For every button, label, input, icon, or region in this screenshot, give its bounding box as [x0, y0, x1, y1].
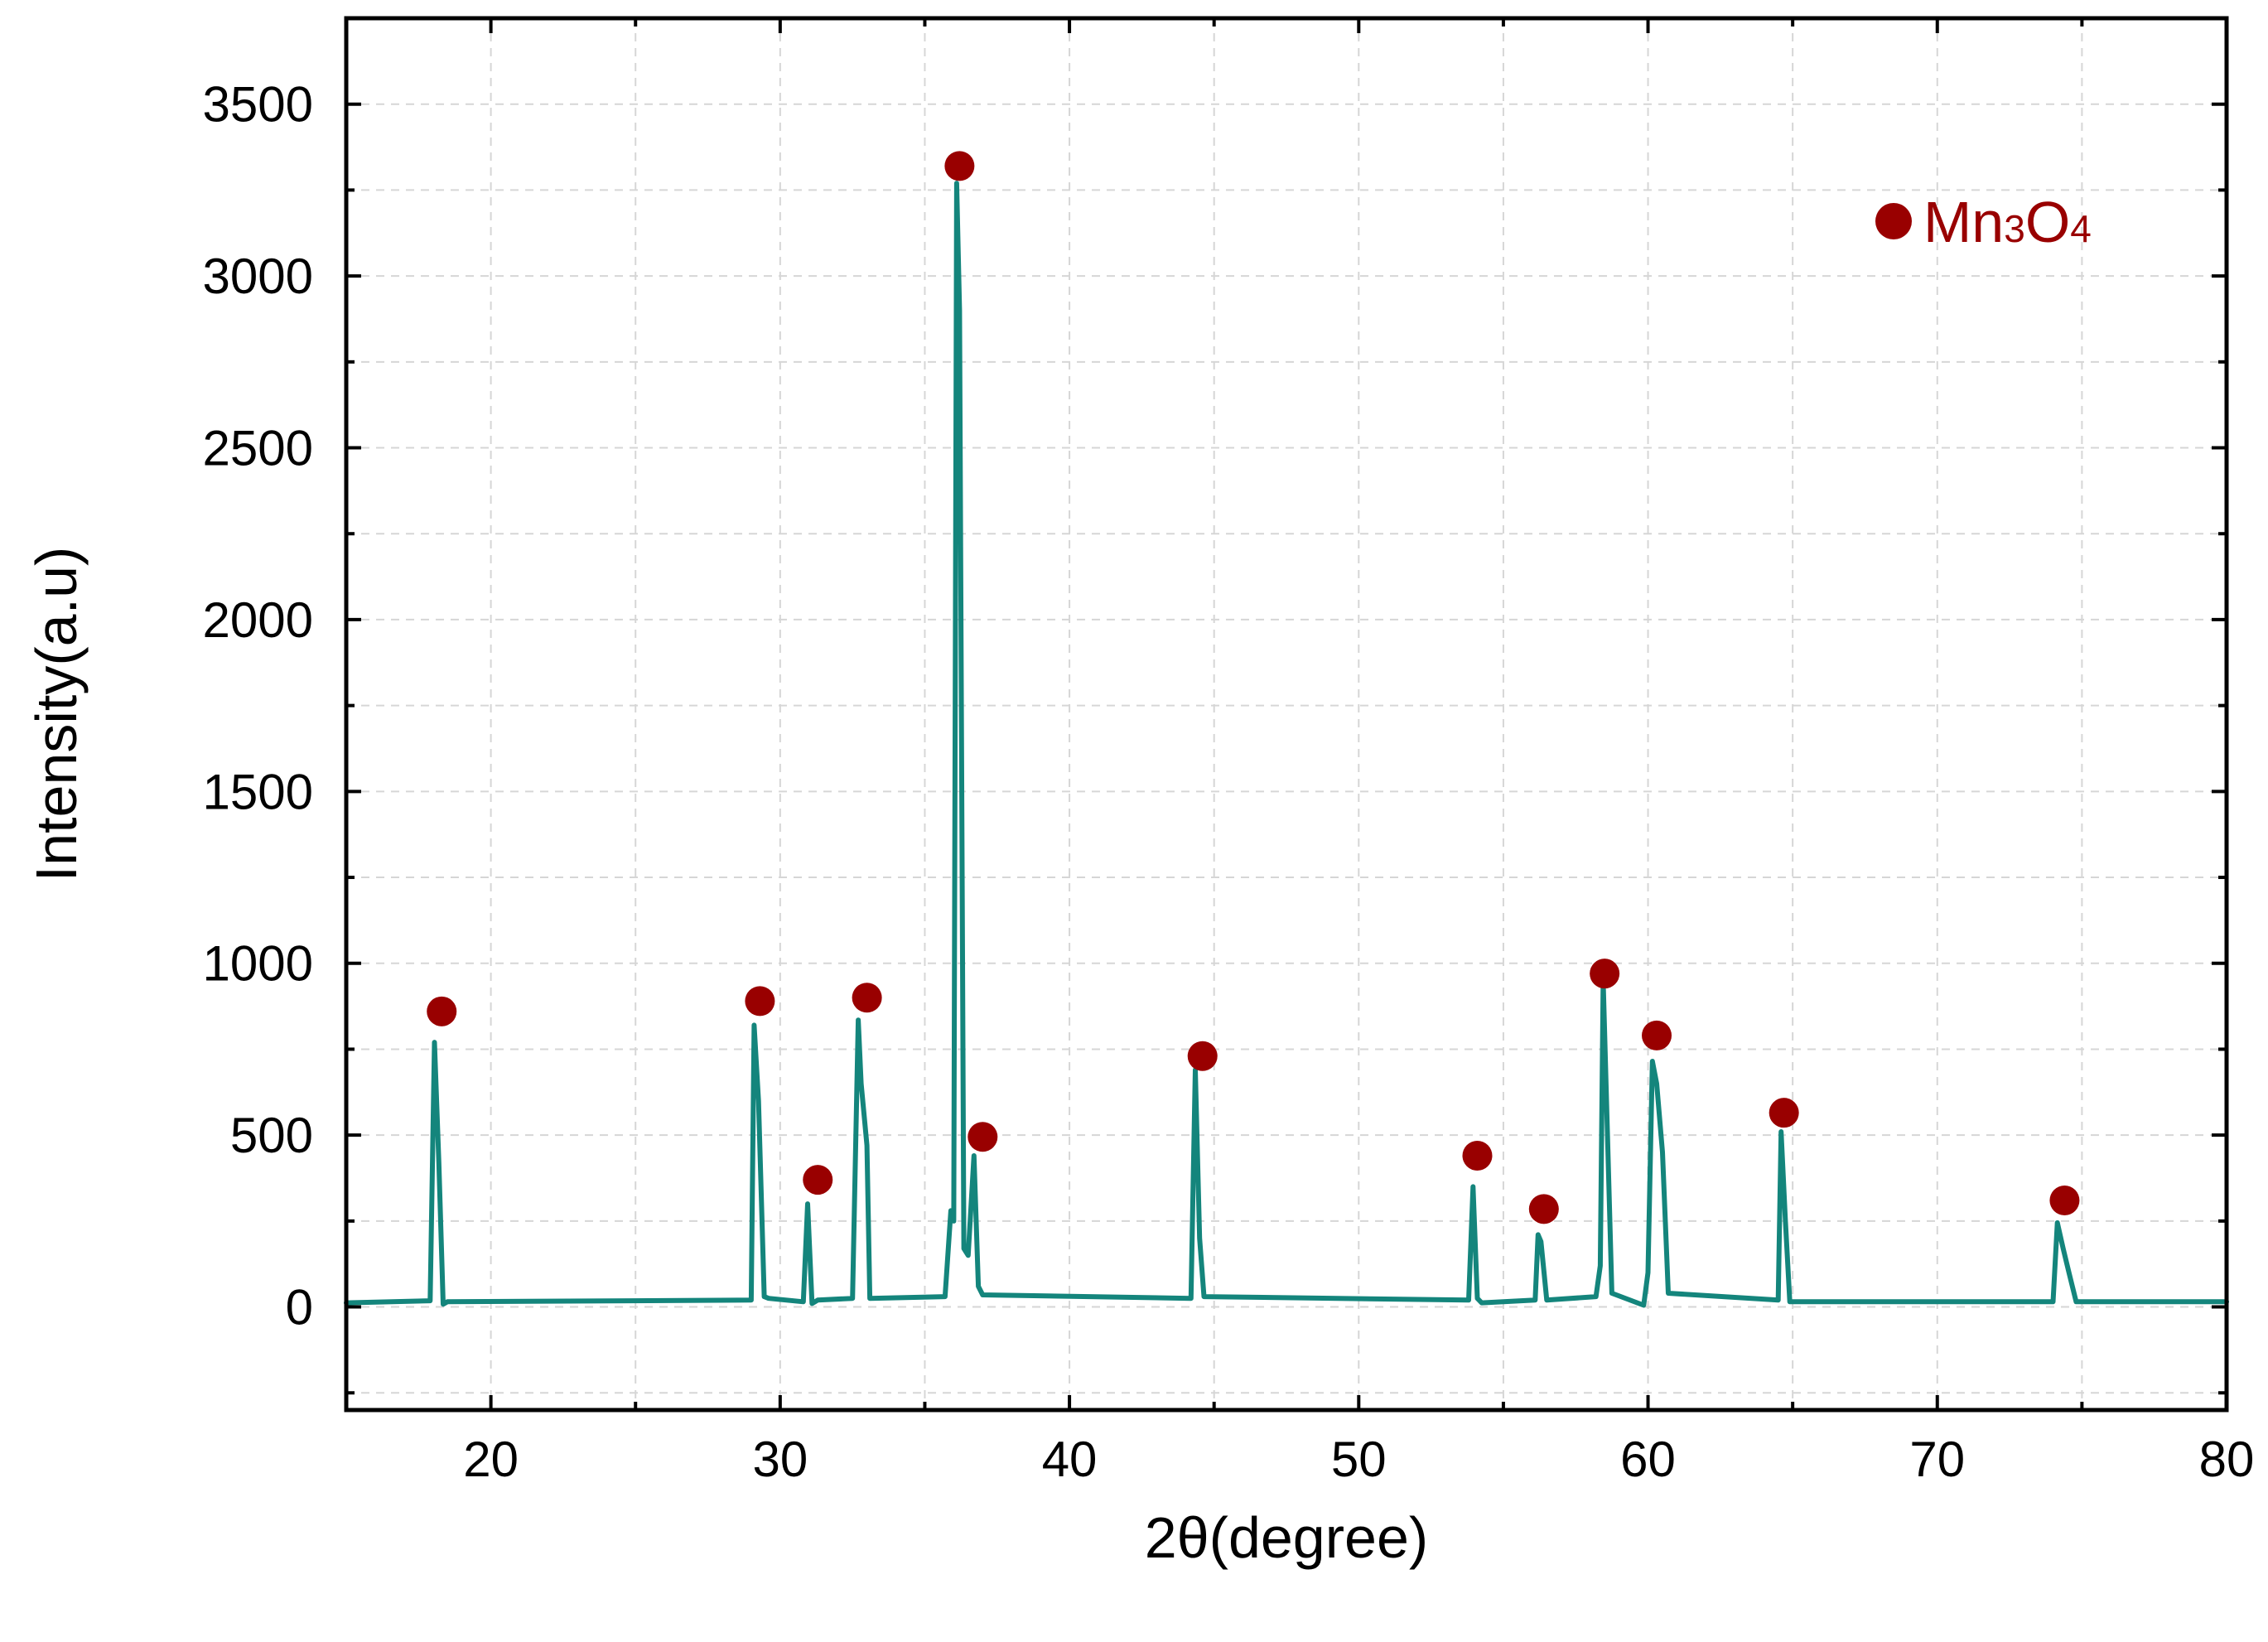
peak-marker: [745, 986, 775, 1017]
x-tick-label: 50: [1331, 1432, 1387, 1487]
x-tick-label: 20: [463, 1432, 519, 1487]
peak-marker: [1528, 1194, 1559, 1224]
phase-markers: [427, 151, 2080, 1224]
peak-marker: [1187, 1041, 1218, 1071]
peak-marker: [944, 151, 975, 181]
legend-marker: [1875, 203, 1912, 239]
xrd-series-line: [344, 181, 2229, 1308]
x-tick-label: 40: [1042, 1432, 1098, 1487]
peak-marker: [427, 996, 457, 1026]
peak-marker: [803, 1165, 833, 1195]
peak-marker: [1462, 1141, 1493, 1171]
y-tick-label: 3000: [203, 249, 313, 304]
plot-frame: [344, 16, 2229, 1413]
x-tick-label: 70: [1909, 1432, 1965, 1487]
y-tick-label: 500: [230, 1108, 313, 1163]
series-layer: [344, 181, 2229, 1308]
x-tick-label: 30: [752, 1432, 808, 1487]
axis-ticks: [346, 18, 2228, 1410]
peak-marker: [2049, 1185, 2080, 1215]
legend-label: Mn3O4: [1923, 190, 2092, 254]
legend: Mn3O4: [1875, 190, 2092, 254]
peak-marker: [852, 983, 882, 1013]
y-tick-label: 3500: [203, 77, 313, 133]
y-axis-tick-labels: 0 500 1000 1500 2000 2500 3000 3500: [203, 77, 313, 1335]
y-tick-label: 0: [286, 1280, 313, 1335]
peak-marker: [1590, 959, 1620, 989]
x-tick-label: 80: [2199, 1432, 2255, 1487]
x-axis-title: 2θ(degree): [1145, 1505, 1428, 1570]
y-tick-label: 2000: [203, 592, 313, 648]
peak-marker: [1769, 1098, 1799, 1128]
gridlines: [346, 18, 2227, 1410]
x-axis-tick-labels: 20 30 40 50 60 70 80: [463, 1432, 2254, 1487]
y-tick-label: 1000: [203, 936, 313, 992]
peak-marker: [968, 1122, 998, 1152]
y-tick-label: 2500: [203, 421, 313, 476]
peak-marker: [1642, 1020, 1672, 1050]
y-tick-label: 1500: [203, 764, 313, 819]
y-axis-title: Intensity(a.u): [24, 547, 89, 882]
x-tick-label: 60: [1620, 1432, 1676, 1487]
